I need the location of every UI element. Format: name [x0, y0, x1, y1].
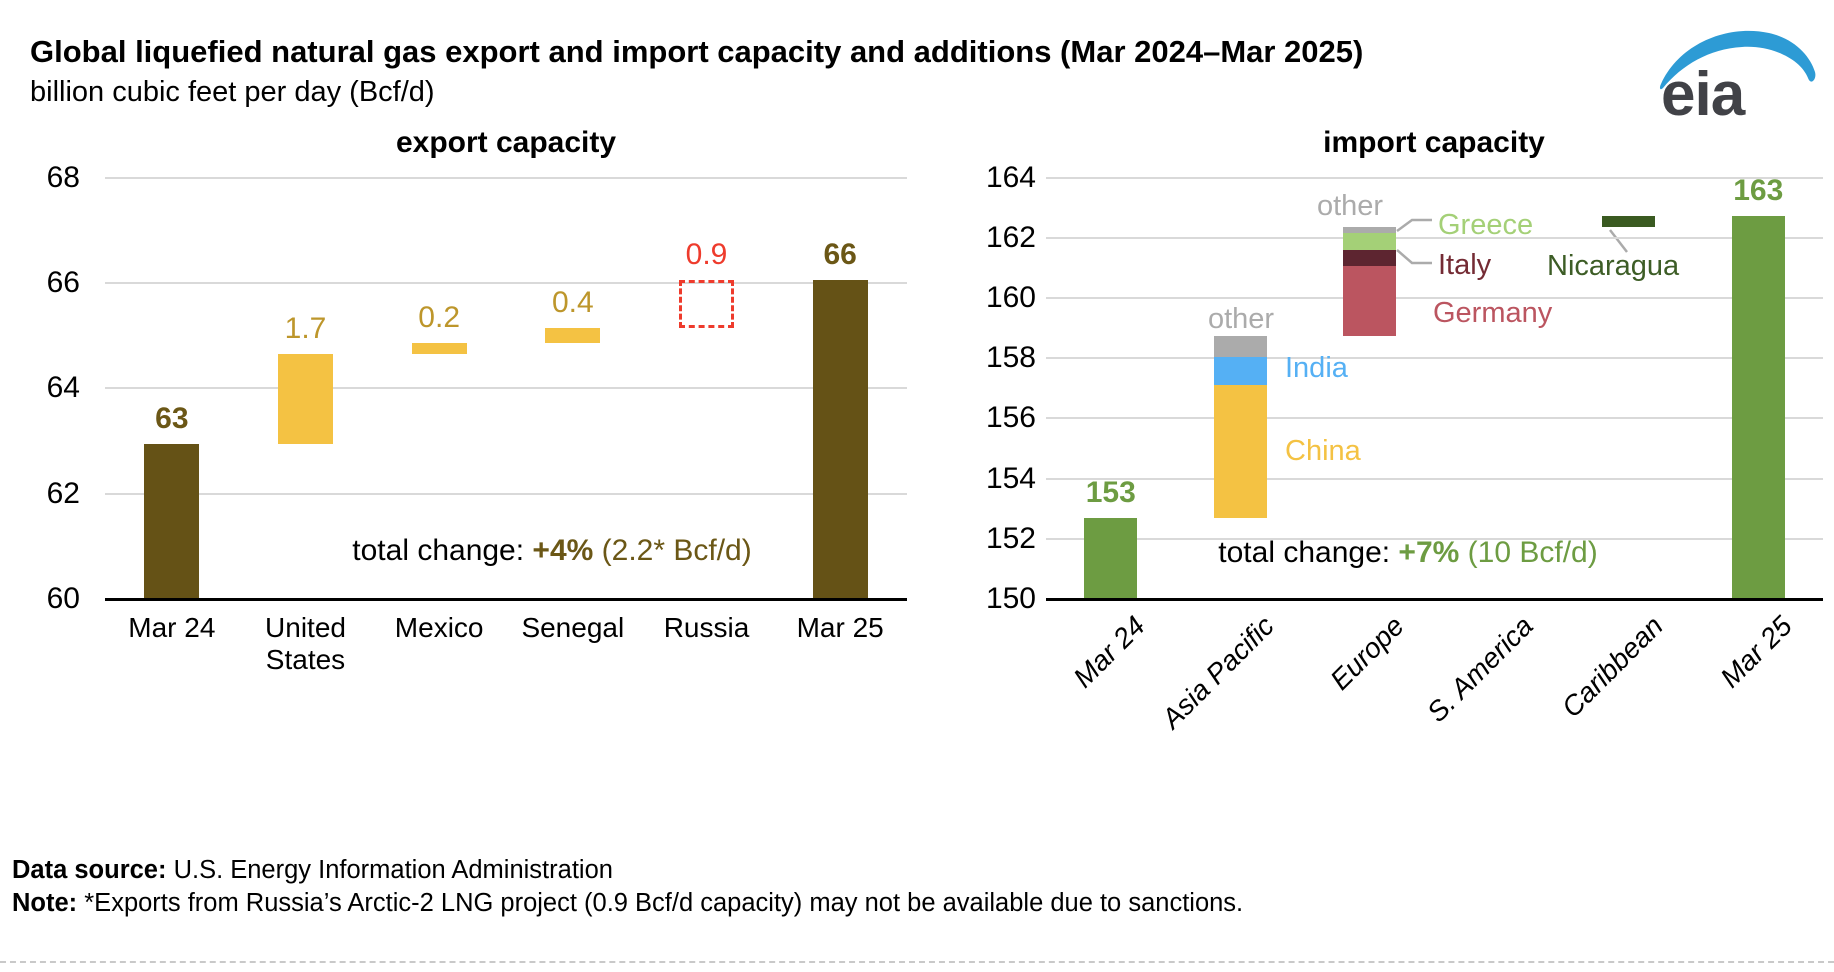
value-label: 1.7 [284, 312, 327, 345]
eia-logo-graphic: eia [1659, 30, 1816, 129]
eia-swoosh-icon [1659, 30, 1816, 90]
value-label: 66 [823, 238, 857, 272]
export-chart-title: export capacity [395, 126, 617, 159]
value-label: 0.4 [551, 285, 594, 319]
figure-subtitle: billion cubic feet per day (Bcf/d) [30, 76, 435, 108]
mexico-bar [411, 343, 467, 354]
annotation-connector [1609, 229, 1628, 253]
united-states-bar [278, 354, 333, 444]
other-segment [1343, 227, 1397, 234]
x-axis-line [1046, 598, 1823, 601]
import-total-prefix: total change: [1218, 536, 1399, 569]
eia-logo: eia [1649, 20, 1821, 129]
gridline [105, 281, 907, 284]
category-label-mar-24: Mar 24 [128, 612, 216, 643]
y-tick-label: 164 [985, 160, 1036, 194]
note-text: *Exports from Russia’s Arctic-2 LNG proj… [77, 889, 1244, 917]
value-label: 153 [1085, 475, 1136, 509]
gridline [1046, 357, 1823, 360]
data-source-label: Data source: [12, 856, 167, 884]
data-source-text: U.S. Energy Information Administration [166, 856, 613, 884]
gridline [1046, 236, 1823, 239]
gridline [105, 387, 907, 390]
y-tick-label: 150 [985, 582, 1036, 615]
gridline [1046, 417, 1823, 420]
export-total-prefix: total change: [352, 534, 533, 567]
y-tick-label: 162 [985, 220, 1036, 254]
mar-25-bar [1731, 216, 1785, 599]
germany-segment [1343, 266, 1397, 336]
export-total-change: total change: +4% (2.2* Bcf/d) [352, 534, 751, 568]
gridline [105, 176, 907, 179]
gridline [1046, 477, 1823, 480]
mar-25-bar [812, 280, 868, 599]
gridline [105, 492, 907, 495]
senegal-bar [545, 327, 601, 344]
value-label: 0.9 [685, 238, 728, 272]
note-line: Note: *Exports from Russia’s Arctic-2 LN… [12, 889, 1243, 918]
y-tick-label: 156 [985, 401, 1036, 435]
germany-label: Germany [1433, 297, 1553, 329]
category-label-senegal: Senegal [521, 612, 625, 643]
mar-24-bar [144, 443, 200, 599]
india-segment [1213, 356, 1267, 386]
category-label-mar-25: Mar 25 [796, 612, 884, 643]
y-tick-label: 160 [985, 280, 1036, 314]
import-total-change: total change: +7% (10 Bcf/d) [1218, 536, 1597, 570]
export-total-detail: (2.2* Bcf/d) [593, 534, 752, 567]
gridline [1046, 537, 1823, 540]
caribbean-bar [1602, 216, 1656, 228]
data-source-line: Data source: U.S. Energy Information Adm… [12, 856, 613, 885]
y-tick-label: 158 [985, 341, 1036, 375]
annotation-connector [1396, 249, 1432, 265]
category-label-russia: Russia [663, 612, 750, 643]
x-axis-line [105, 598, 907, 601]
annotation-connector [1396, 218, 1432, 233]
china-segment [1213, 385, 1267, 518]
gridline [1046, 296, 1823, 299]
import-total-pct: +7% [1398, 536, 1460, 569]
import-total-detail: (10 Bcf/d) [1459, 536, 1598, 569]
value-label: 0.2 [418, 301, 461, 335]
category-label-united-states: United States [265, 612, 346, 676]
value-label: 163 [1733, 174, 1784, 208]
y-tick-label: 62 [46, 476, 80, 510]
gridline [1046, 176, 1823, 179]
y-tick-label: 66 [46, 265, 80, 299]
y-tick-label: 64 [46, 371, 80, 405]
china-label: China [1285, 435, 1361, 467]
italy-segment [1343, 249, 1397, 267]
italy-label: Italy [1438, 249, 1492, 281]
category-label-mexico: Mexico [394, 612, 484, 643]
greece-label: Greece [1438, 209, 1534, 241]
india-label: India [1285, 352, 1348, 384]
value-label: 63 [155, 401, 189, 435]
y-tick-label: 68 [46, 160, 80, 194]
other-label: other [1316, 190, 1384, 222]
eia-logo-text: eia [1661, 60, 1746, 124]
y-tick-label: 60 [46, 582, 80, 615]
figure-title: Global liquefied natural gas export and … [30, 34, 1364, 69]
other-label: other [1207, 303, 1275, 335]
note-label: Note: [12, 889, 78, 917]
nicaragua-label: Nicaragua [1547, 250, 1680, 282]
russia-bar [679, 280, 734, 328]
bottom-divider [0, 961, 1834, 963]
other-segment [1213, 335, 1267, 357]
y-tick-label: 154 [985, 461, 1036, 495]
import-chart-title: import capacity [1323, 126, 1545, 159]
mar-24-bar [1084, 517, 1138, 599]
y-tick-label: 152 [985, 521, 1036, 555]
greece-segment [1343, 233, 1397, 250]
export-total-pct: +4% [532, 534, 594, 567]
